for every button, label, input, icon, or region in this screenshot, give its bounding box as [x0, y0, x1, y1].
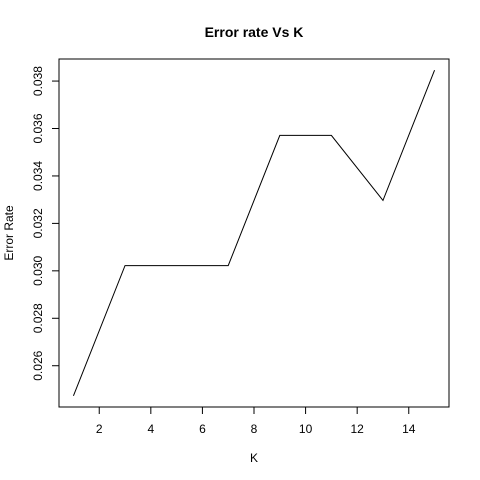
- y-tick-label: 0.026: [31, 350, 45, 380]
- series-layer: [72, 69, 436, 397]
- x-tick-label: 2: [96, 422, 103, 436]
- y-tick-label: 0.038: [31, 66, 45, 96]
- y-tick-label: 0.028: [31, 303, 45, 333]
- y-tick-label: 0.032: [31, 208, 45, 238]
- x-tick-label: 8: [251, 422, 258, 436]
- x-tick-label: 10: [299, 422, 313, 436]
- y-tick-label: 0.036: [31, 113, 45, 143]
- plot-frame: [58, 58, 450, 408]
- y-axis: 0.026 0.028 0.030 0.032 0.034 0.036 0.038: [31, 66, 60, 381]
- y-tick-label: 0.034: [31, 161, 45, 191]
- x-tick-label: 6: [199, 422, 206, 436]
- y-tick-label: 0.030: [31, 255, 45, 285]
- y-axis-label: Error Rate: [2, 205, 16, 261]
- plot-area: [58, 58, 450, 408]
- x-axis-label: K: [250, 451, 258, 465]
- x-tick-label: 12: [350, 422, 364, 436]
- x-tick-label: 4: [147, 422, 154, 436]
- x-axis: 2 4 6 8 10 12 14: [96, 406, 416, 436]
- series-line: [72, 69, 436, 397]
- x-tick-label: 14: [402, 422, 416, 436]
- chart-title: Error rate Vs K: [205, 24, 304, 40]
